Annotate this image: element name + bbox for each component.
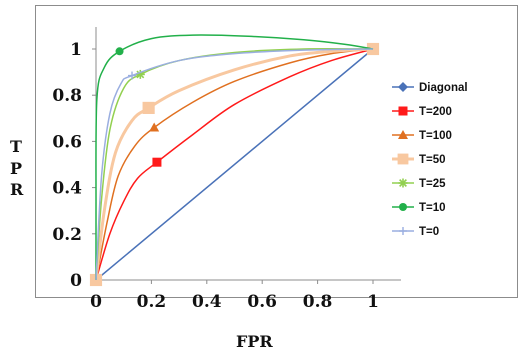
y-axis-title-t: T <box>10 137 22 156</box>
data-point-t-0 <box>128 72 136 80</box>
data-point-t-50 <box>143 102 155 114</box>
legend-marker-t-10 <box>399 203 407 211</box>
data-point-t-10 <box>116 47 124 55</box>
x-tick-label: 0.4 <box>192 292 222 312</box>
y-tick-label: 0.4 <box>52 179 82 199</box>
data-point-t-200 <box>152 158 161 167</box>
legend-marker-t-50 <box>398 154 409 165</box>
x-tick-label: 0.6 <box>247 292 277 312</box>
y-tick-label: 1 <box>70 40 82 60</box>
legend-label-t-10: T=10 <box>419 202 446 214</box>
y-tick-label: 0.8 <box>52 86 82 106</box>
x-axis-title: FPR <box>236 332 273 351</box>
legend-marker-diagonal <box>398 82 408 92</box>
y-tick-label: 0.2 <box>52 225 82 245</box>
legend-label-t-200: T=200 <box>419 106 452 118</box>
x-tick-label: 0.2 <box>137 292 167 312</box>
y-axis-title-p: P <box>10 159 22 178</box>
legend-marker-t-25 <box>399 179 408 188</box>
legend-label-t-0: T=0 <box>419 226 439 238</box>
legend-marker-t-200 <box>399 107 408 116</box>
y-tick-label: 0 <box>70 271 82 291</box>
legend-marker-t-0 <box>399 227 407 235</box>
data-point-t-100 <box>149 123 159 132</box>
x-tick-label: 0 <box>90 292 102 312</box>
legend-label-t-100: T=100 <box>419 130 452 142</box>
legend-label-diagonal: Diagonal <box>419 82 468 94</box>
y-tick-label: 0.6 <box>52 132 82 152</box>
x-tick-label: 0.8 <box>303 292 333 312</box>
series-line-diagonal <box>96 49 373 280</box>
x-tick-label: 1 <box>367 292 379 312</box>
y-axis-title-r: R <box>10 180 24 199</box>
legend-label-t-25: T=25 <box>419 178 446 190</box>
legend-label-t-50: T=50 <box>419 154 446 166</box>
